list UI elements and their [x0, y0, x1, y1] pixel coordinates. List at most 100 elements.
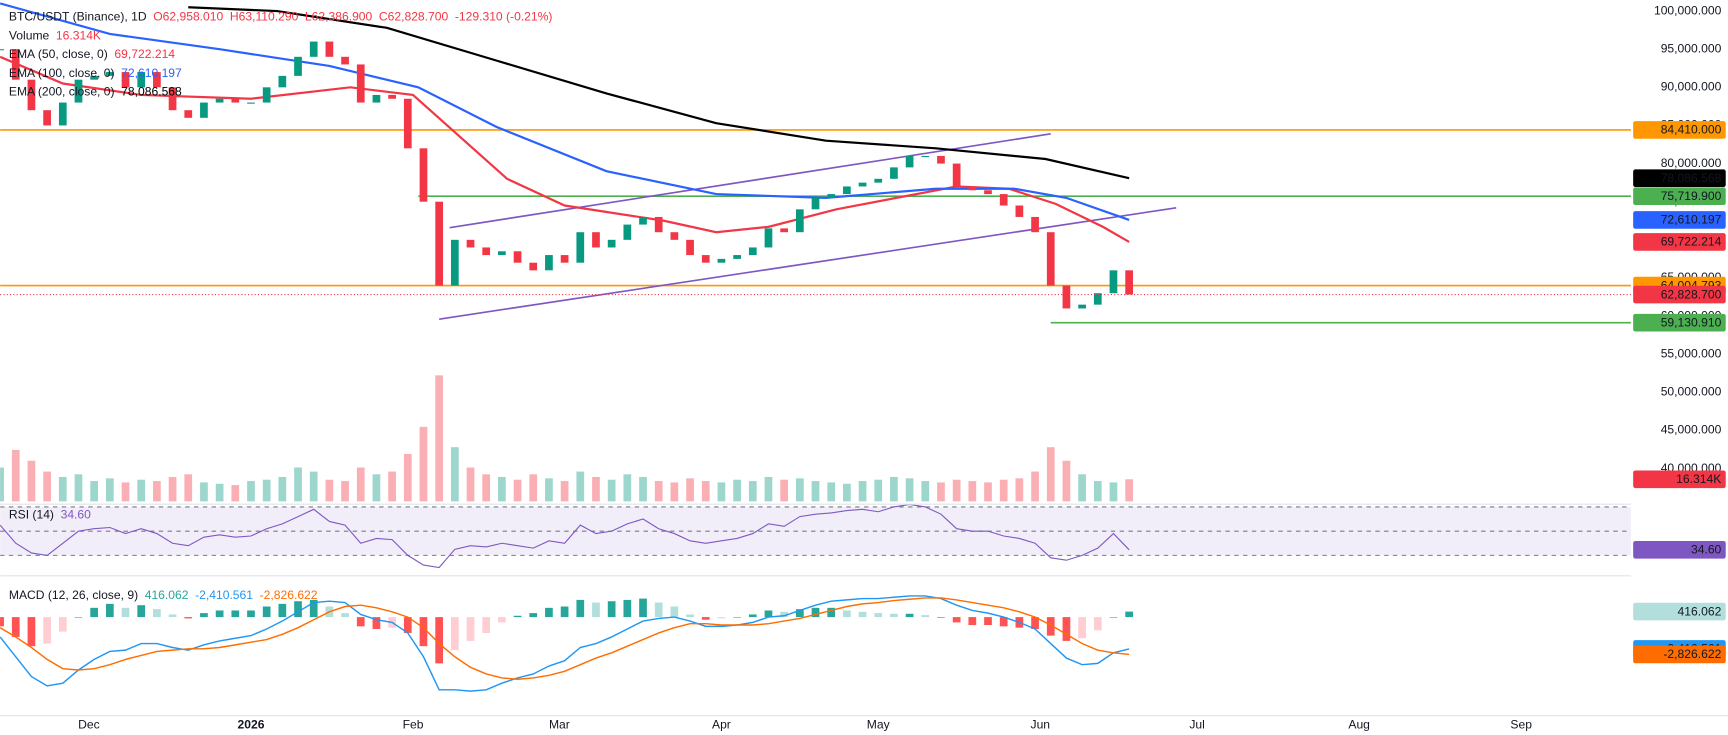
volume-bar: [262, 479, 271, 502]
volume-bar: [278, 476, 287, 502]
legend: BTC/USDT (Binance), 1D O62,958.010 H63,110…: [9, 10, 553, 603]
legend-line: Volume 16.314K: [9, 29, 101, 43]
macd-histogram-bar: [576, 599, 585, 618]
volume-bar: [748, 481, 757, 502]
legend-text: C62,828.700: [379, 10, 449, 24]
candle: [607, 239, 616, 248]
price-badge-label: -2,826.622: [1663, 647, 1721, 661]
legend-text: L62,386.900: [305, 10, 373, 24]
volume-bar: [874, 479, 883, 502]
macd-histogram-bar: [262, 606, 271, 618]
candle: [215, 98, 224, 103]
macd-histogram-bar: [309, 599, 318, 618]
price-badge: [1633, 121, 1726, 139]
volume-bar: [607, 479, 616, 502]
y-tick-label: 50,000.000: [1661, 385, 1722, 399]
volume-bar: [529, 474, 538, 502]
macd-histogram-bar: [341, 613, 349, 618]
volume-bar: [717, 482, 726, 502]
macd-histogram-bar: [607, 601, 616, 618]
candle: [717, 258, 726, 263]
legend-text: 72,610.197: [121, 66, 182, 80]
macd-histogram-bar: [921, 615, 930, 618]
candle: [137, 72, 146, 88]
price-badge-label: 416.062: [1678, 604, 1722, 618]
volume-bar: [168, 476, 177, 502]
macd-histogram-bar: [1062, 617, 1071, 641]
macd-histogram-bar: [498, 617, 506, 623]
candle: [623, 224, 632, 240]
volume-bar: [1015, 478, 1024, 502]
volume-bar: [545, 478, 553, 502]
candle: [341, 56, 349, 65]
legend-text: -2,410.561: [195, 588, 253, 602]
volume-bar: [121, 482, 130, 502]
macd-histogram-bar: [184, 617, 193, 619]
macd-histogram-bar: [748, 614, 757, 618]
macd-histogram-bar: [937, 617, 945, 618]
rsi-pane: [0, 504, 1631, 569]
macd-histogram-bar: [419, 617, 428, 647]
x-tick-label: Apr: [712, 717, 731, 731]
candle: [764, 228, 773, 248]
candle: [325, 41, 334, 57]
volume-bar: [1078, 474, 1086, 502]
candle: [121, 72, 130, 88]
legend-text: BTC/USDT (Binance), 1D: [9, 10, 147, 24]
macd-histogram-bar: [811, 607, 820, 618]
price-badge-label: 59,130.910: [1661, 315, 1722, 329]
macd-histogram-bar: [513, 615, 522, 618]
volume-bar: [247, 481, 255, 502]
macd-histogram-bar: [984, 617, 992, 626]
volume-bar: [231, 485, 240, 502]
candle: [592, 232, 600, 248]
volume-bar: [105, 478, 114, 502]
price-badge-label: 34.60: [1691, 543, 1722, 557]
volume-bar: [137, 479, 146, 502]
candle: [905, 155, 914, 168]
legend-line: MACD (12, 26, close, 9) 416.062 -2,410.561…: [9, 588, 318, 602]
candle: [419, 148, 428, 202]
volume-bar: [450, 447, 459, 502]
macd-histogram-bar: [403, 617, 412, 633]
volume-bar: [576, 471, 585, 502]
candle: [168, 87, 177, 111]
candle: [466, 239, 475, 248]
candle: [278, 75, 287, 88]
candle: [701, 255, 710, 263]
candle: [294, 56, 302, 76]
macd-histogram-bar: [968, 617, 977, 626]
legend-text: EMA (50, close, 0): [9, 47, 108, 61]
volume-bar: [905, 478, 914, 502]
volume-bar: [811, 481, 820, 502]
legend-text: O62,958.010: [153, 10, 223, 24]
macd-histogram-bar: [137, 605, 146, 618]
candle: [1062, 285, 1071, 309]
legend-text: -129.310 (-0.21%): [455, 10, 553, 24]
legend-text: -2,826.622: [260, 588, 318, 602]
macd-histogram-bar: [623, 599, 632, 618]
price-badge: [1633, 470, 1726, 489]
volume-bar: [843, 483, 851, 502]
macd-histogram-bar: [795, 609, 804, 618]
candle: [90, 75, 99, 80]
candle: [1046, 232, 1055, 286]
candle: [827, 194, 836, 198]
candle: [576, 232, 585, 263]
candle: [309, 41, 318, 57]
macd-histogram-bar: [294, 601, 302, 618]
candle: [27, 79, 36, 111]
volume-bar: [372, 474, 381, 502]
candle: [74, 79, 83, 103]
volume-bar: [482, 474, 491, 502]
macd-histogram-bar: [231, 610, 240, 618]
macd-histogram-bar: [686, 614, 694, 618]
candle: [1093, 293, 1102, 305]
legend-line: EMA (50, close, 0) 69,722.214: [9, 47, 175, 61]
volume-bar: [513, 479, 522, 502]
x-tick-label: Sep: [1510, 717, 1532, 731]
candle: [262, 87, 271, 103]
x-tick-label: Dec: [78, 717, 100, 731]
volume-bar: [309, 471, 318, 502]
